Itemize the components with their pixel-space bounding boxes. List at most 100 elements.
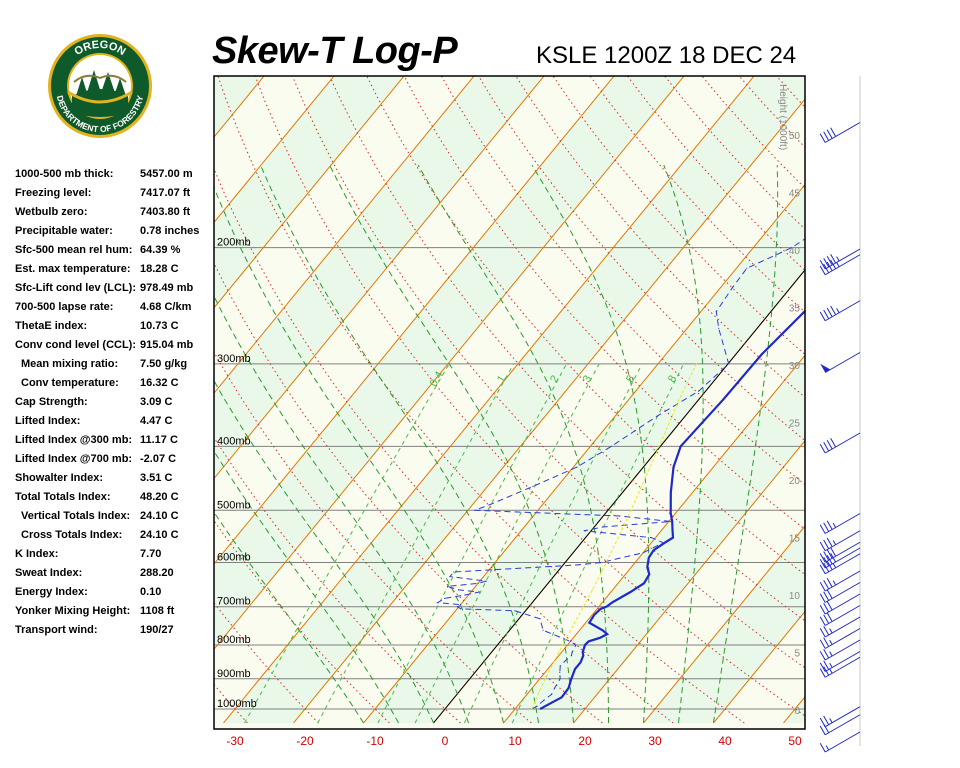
dewpoint-point (610, 445, 613, 447)
index-value: 3.51 C (140, 472, 173, 484)
pressure-label: 900mb (217, 668, 251, 680)
mixing-ratio-line (317, 363, 515, 724)
wind-barb-feather (826, 440, 833, 450)
pressure-label: 400mb (217, 435, 251, 447)
wind-barb (819, 731, 861, 753)
wind-barb-feather (819, 743, 826, 753)
wind-barb-staff (824, 300, 861, 322)
wind-barb (819, 714, 861, 736)
index-value: 5457.00 m (140, 168, 193, 180)
wind-barb (819, 300, 861, 322)
isotherm-line (0, 34, 88, 723)
wind-barb-feather (819, 725, 826, 735)
dewpoint-point (444, 597, 446, 600)
wind-barb (819, 582, 861, 603)
stability-indices-panel: 1000-500 mb thick: 5457.00 m Freezing leve… (15, 168, 215, 643)
dry-adiabat-line (217, 76, 745, 724)
temperature-point (680, 445, 682, 447)
temperature-point (574, 668, 576, 670)
wind-barb-feather (819, 559, 826, 569)
dewpoint-point (456, 606, 458, 608)
dry-adiabat-line (366, 76, 805, 576)
dewpoint-point (656, 415, 658, 417)
dewpoint-point (542, 629, 544, 631)
moist-adiabat-line (260, 164, 539, 724)
isotherm-band (223, 76, 805, 723)
wind-barb-staff (824, 616, 861, 638)
dewpoint-point (583, 530, 585, 532)
isotherm-line (854, 34, 960, 723)
pressure-label: 800mb (217, 634, 251, 646)
dewpoint-point (464, 594, 466, 596)
index-value: 4.47 C (140, 415, 173, 427)
wind-barb-feather (819, 541, 826, 551)
parcel-point (565, 637, 568, 639)
index-label: ThetaE index: (15, 320, 88, 332)
dewpoint-point (837, 217, 838, 218)
wind-barb (819, 553, 861, 575)
wind-barb-feather (819, 582, 826, 592)
dewpoint-point (575, 644, 577, 646)
moist-adiabat-line (663, 164, 704, 724)
dewpoint-point (746, 267, 748, 269)
index-value: 915.04 mb (140, 339, 194, 351)
wind-barb-half-feather (829, 628, 833, 634)
pressure-label: 700mb (217, 596, 251, 608)
dewpoint-point (571, 651, 573, 653)
mixing-ratio-line (511, 363, 685, 724)
wind-barb-feather (823, 562, 830, 572)
dewpoint-point (485, 580, 487, 582)
temperature-point (643, 582, 645, 584)
parcel-point (558, 651, 560, 653)
wind-barb-feather (826, 578, 833, 588)
index-value: 24.10 C (140, 510, 179, 522)
wind-barb (819, 628, 861, 649)
index-value: 24.10 C (140, 529, 179, 541)
wind-barb-feather (830, 254, 837, 264)
parcel-point (630, 509, 632, 511)
dewpoint-point (715, 311, 717, 313)
index-row: ThetaE index: 10.73 C (15, 320, 215, 339)
index-label: Sfc-Lift cond lev (LCL): (15, 282, 136, 294)
parcel-point (538, 690, 540, 692)
wind-barb-staff (824, 593, 861, 615)
temperature-tick-label: -20 (296, 734, 314, 748)
index-label: K Index: (15, 548, 59, 560)
wind-barb-staff (824, 254, 861, 276)
wind-barb-feather (819, 553, 826, 563)
isotherm-line (214, 76, 405, 309)
dewpoint-point (458, 589, 460, 591)
mixing-ratio-label: 2 (548, 373, 561, 384)
wind-barb-staff (824, 513, 861, 534)
temperature-tick-label: 30 (648, 734, 662, 748)
wind-barb-staff (824, 432, 861, 454)
pressure-label: 200mb (217, 237, 251, 249)
wind-barb-staff (824, 582, 861, 603)
dewpoint-point (559, 678, 561, 680)
wind-barb-feather (823, 626, 830, 636)
index-label: Conv temperature: (21, 377, 119, 389)
temperature-point (671, 529, 674, 531)
temperature-trace (539, 309, 805, 710)
dewpoint-point (577, 564, 579, 566)
index-value: 18.28 C (140, 263, 179, 275)
pressure-label: 300mb (217, 353, 251, 365)
logo-text-top: OREGON (72, 39, 127, 58)
index-row: 700-500 lapse rate: 4.68 C/km (15, 301, 215, 320)
mixing-ratio-line (377, 363, 567, 724)
temperature-point (561, 696, 563, 698)
temperature-tick-label: 20 (578, 734, 592, 748)
wind-barb-feather (819, 616, 826, 626)
wind-barb-feather (819, 628, 826, 638)
index-label: Est. max temperature: (15, 263, 131, 275)
isotherm-line (503, 354, 805, 724)
wind-barb-feather (826, 261, 833, 271)
index-value: 0.78 inches (140, 225, 200, 237)
index-row: K Index: 7.70 (15, 548, 215, 567)
index-row: Wetbulb zero: 7403.80 ft (15, 206, 215, 225)
dewpoint-point (650, 537, 652, 539)
index-row: Freezing level: 7417.07 ft (15, 187, 215, 206)
parcel-point (695, 363, 698, 365)
wind-barb-staff (824, 639, 861, 661)
wind-barb-feather (823, 309, 830, 319)
